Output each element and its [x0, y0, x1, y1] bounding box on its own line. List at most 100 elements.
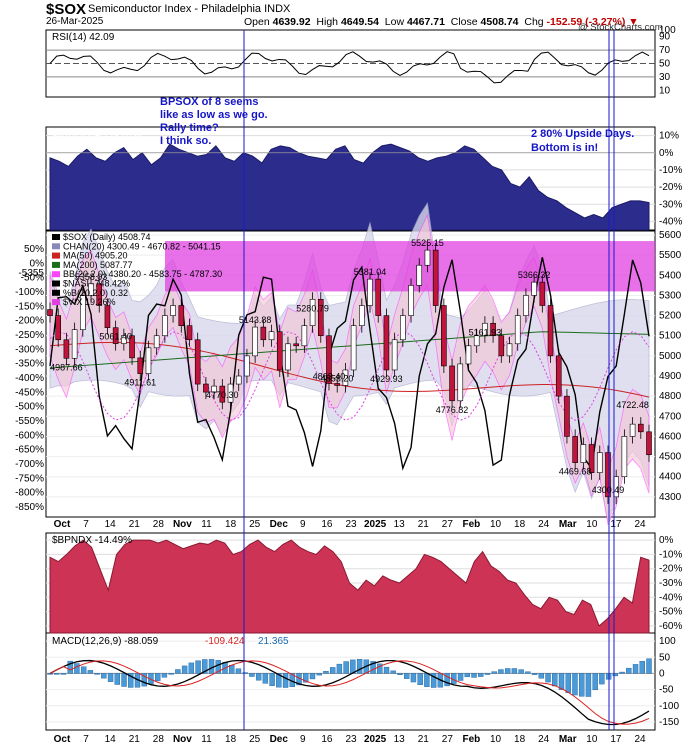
macd-histogram-bar: [67, 660, 73, 674]
annotation-note-left: like as low as we go.: [160, 109, 268, 121]
x-axis-label: 24: [634, 734, 646, 745]
macd-histogram-bar: [54, 673, 60, 675]
candle-body: [350, 325, 357, 371]
candle-body: [96, 283, 103, 306]
rsi-tick: 50: [659, 59, 671, 70]
x-axis-label: 21: [418, 734, 430, 745]
price-label: 5280.79: [296, 303, 329, 313]
macd-histogram-bar: [383, 666, 390, 674]
candle-body: [400, 315, 406, 341]
x-axis-label: 18: [514, 519, 526, 530]
macd-histogram-bar: [249, 673, 255, 677]
candle-body: [375, 278, 382, 316]
x-axis-label: Oct: [54, 734, 71, 745]
nasi-tick: -800%: [15, 488, 44, 499]
candle-body: [621, 436, 628, 478]
x-axis-label: 25: [249, 519, 261, 530]
sox-price-tick: 4500: [659, 452, 682, 463]
macd-histogram-bar: [444, 673, 450, 687]
x-axis-label: 17: [610, 519, 622, 530]
annotation-note-left: Rally time?: [160, 122, 219, 134]
macd-histogram-bar: [639, 660, 645, 674]
macd-histogram-bar: [80, 666, 87, 674]
sox-legend-entry: CHAN(20) 4300.49 - 4670.82 - 5041.15: [63, 241, 221, 251]
legend-swatch: [52, 299, 60, 306]
macd-histogram-bar: [195, 660, 201, 674]
candle-body: [490, 322, 496, 337]
bp-tick: -40%: [659, 592, 682, 603]
candle-body: [334, 383, 340, 386]
candle-body: [416, 264, 423, 286]
bpndx-area: [49, 539, 650, 634]
candle-body: [129, 335, 135, 359]
candle-body: [317, 298, 324, 337]
candle-body: [359, 305, 365, 326]
sox-legend-entry: $NASI -748.42%: [63, 279, 130, 289]
x-axis-label: 9: [300, 734, 306, 745]
candle-body: [71, 329, 78, 359]
bp-tick: -60%: [659, 621, 682, 632]
macd-histogram-bar: [592, 673, 598, 691]
nasi-tick: -100%: [15, 287, 44, 298]
macd-histogram-bar: [599, 673, 605, 685]
candle-body: [572, 436, 578, 463]
sox-price-tick: 4600: [659, 431, 682, 442]
candle-body: [539, 281, 546, 306]
sox-price-tick: 4900: [659, 371, 682, 382]
price-label: 4929.93: [370, 374, 403, 384]
x-axis-label: 24: [634, 519, 646, 530]
x-axis-label: 21: [129, 519, 141, 530]
candle-body: [121, 335, 127, 344]
x-axis-label: 13: [394, 734, 406, 745]
candle-body: [235, 375, 242, 385]
bp-tick: -10%: [659, 549, 682, 560]
x-axis-label: 10: [490, 734, 502, 745]
candle-body: [219, 385, 226, 403]
macd-histogram-bar: [632, 664, 639, 674]
nasi-tick: -600%: [15, 430, 44, 441]
sox-legend-entry: %B(20,2.0) 0.32: [63, 288, 128, 298]
macd-histogram-bar: [578, 673, 585, 697]
macd-histogram-bar: [242, 672, 248, 674]
macd-tick: 0: [659, 668, 665, 679]
bp-tick: -50%: [659, 607, 682, 618]
macd-histogram-bar: [336, 663, 343, 674]
x-axis-label: 10: [490, 519, 502, 530]
annotation-note-right: 2 80% Upside Days.: [531, 128, 634, 140]
chg-label: Chg: [524, 16, 544, 28]
sox-price-tick: 5200: [659, 311, 682, 322]
candle-body: [383, 315, 390, 371]
nasi-tick: 50%: [24, 244, 44, 255]
x-axis-label: Nov: [173, 734, 192, 745]
candle-body: [441, 305, 447, 367]
candle-body: [276, 331, 283, 371]
x-axis-label: 16: [321, 519, 333, 530]
price-label: 5161.93: [469, 327, 502, 337]
candle-body: [555, 355, 562, 397]
symbol: $SOX: [46, 1, 87, 18]
open-value: 4639.92: [272, 16, 311, 28]
open-label: Open: [244, 16, 270, 28]
x-axis-label: 28: [153, 519, 165, 530]
candle-body: [194, 339, 201, 385]
macd-histogram-bar: [370, 661, 376, 674]
x-axis-label: 24: [538, 734, 550, 745]
nasi-extra-tick: -5355: [18, 268, 44, 279]
sox-price-tick: 4800: [659, 391, 682, 402]
macd-histogram-bar: [255, 673, 262, 681]
x-axis-label: 18: [225, 519, 237, 530]
price-label: 4770.30: [206, 390, 239, 400]
candle-body: [153, 335, 160, 349]
macd-histogram-bar: [121, 673, 127, 687]
x-axis-label: 14: [105, 734, 117, 745]
macd-histogram-bar: [478, 673, 484, 677]
macd-histogram-bar: [518, 669, 524, 674]
candle-body: [80, 295, 86, 330]
macd-histogram-bar: [276, 673, 282, 688]
macd-histogram-bar: [282, 673, 289, 688]
annotation-note-left: BPSOX of 8 seems: [160, 96, 258, 108]
x-axis-label: 10: [586, 734, 598, 745]
x-axis-label: 7: [83, 519, 89, 530]
candle-body: [367, 278, 373, 306]
nasi-tick: -250%: [15, 330, 44, 341]
